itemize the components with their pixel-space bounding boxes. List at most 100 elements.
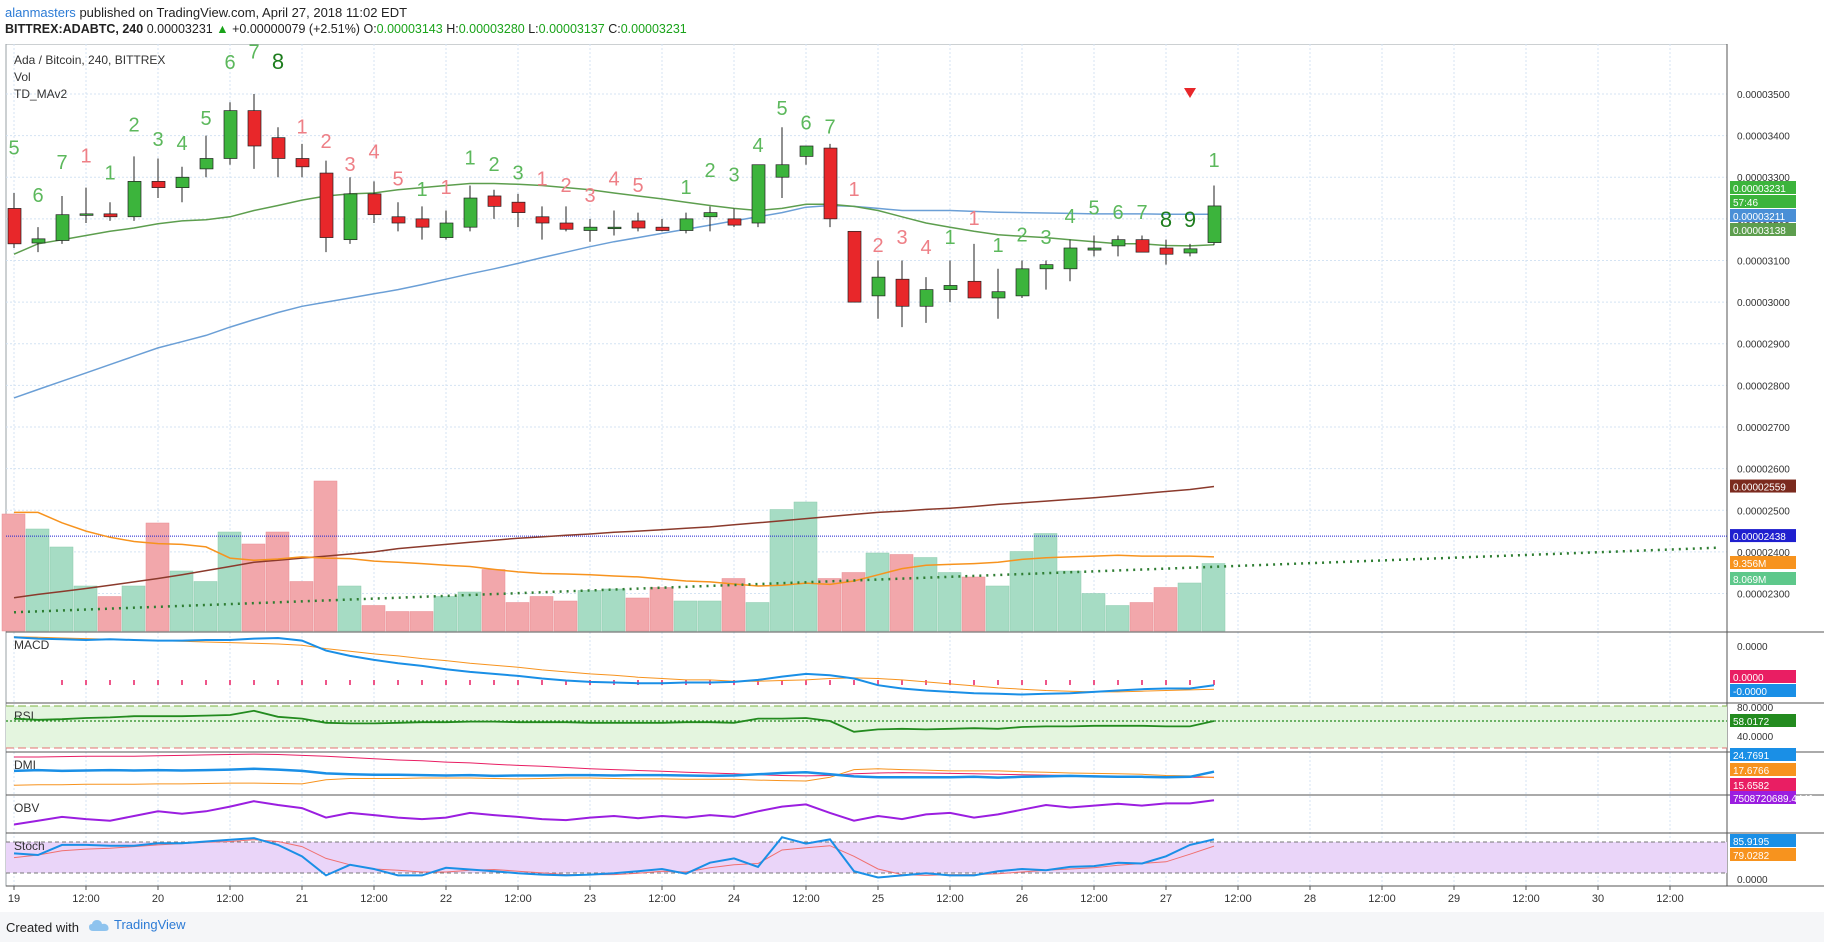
dmi-tag: 24.7691 <box>1733 751 1770 762</box>
td-count-label: 3 <box>152 129 163 151</box>
td-count-label: 1 <box>80 146 91 168</box>
macd-axis-label: 0.0000 <box>1737 642 1768 653</box>
td-count-label: 7 <box>248 44 259 64</box>
price-change: +0.00000079 (+2.51%) <box>232 22 360 36</box>
x-tick-label: 29 <box>1448 893 1460 905</box>
candle-body <box>871 276 886 297</box>
volume-bar <box>457 591 482 632</box>
low-value: 0.00003137 <box>538 22 605 36</box>
volume-bar <box>793 501 818 632</box>
td-count-label: 1 <box>944 227 955 249</box>
author-link[interactable]: alanmasters <box>5 5 76 20</box>
price-tag: 57:46 <box>1733 198 1758 209</box>
candle-body <box>79 213 94 216</box>
dmi-tag: 15.6582 <box>1733 781 1770 792</box>
price-tag: 0.00003138 <box>1733 226 1786 237</box>
y-tick-label: 0.00002300 <box>1737 590 1790 601</box>
volume-bar <box>1129 602 1154 632</box>
rsi-tag: 58.0172 <box>1733 717 1770 728</box>
pane-label: RSI <box>14 709 34 723</box>
symbol-label: BITTREX:ADABTC, 240 <box>5 22 144 36</box>
dmi-tag-bg <box>1730 763 1796 776</box>
low-label: L: <box>528 22 539 36</box>
high-value: 0.00003280 <box>458 22 525 36</box>
x-tick-label: 12:00 <box>1224 893 1252 905</box>
volume-bar <box>1201 563 1226 632</box>
stoch-tag: 85.9195 <box>1733 837 1770 848</box>
candle-body <box>1111 239 1126 247</box>
volume-bar <box>193 581 218 632</box>
candle-body <box>727 218 742 226</box>
candle-body <box>487 195 502 207</box>
high-label: H: <box>446 22 459 36</box>
x-tick-label: 12:00 <box>1656 893 1684 905</box>
tradingview-cloud-icon <box>89 919 109 931</box>
price-tag-bg <box>1730 195 1796 208</box>
x-tick-label: 20 <box>152 893 164 905</box>
volume-bar <box>601 588 626 632</box>
x-tick-label: 12:00 <box>72 893 100 905</box>
rsi-level-label: 80.0000 <box>1737 703 1774 714</box>
candle-body <box>391 216 406 224</box>
candle-body <box>607 226 622 230</box>
x-tick-label: 12:00 <box>1080 893 1108 905</box>
volume-bar <box>1081 593 1106 632</box>
td-count-label: 2 <box>704 160 715 182</box>
tradingview-link[interactable]: TradingView <box>88 917 186 932</box>
x-tick-label: 22 <box>440 893 452 905</box>
x-tick-label: 19 <box>8 893 20 905</box>
obv-tag-bg <box>1730 791 1796 804</box>
candle-body <box>583 226 598 231</box>
volume-bar <box>649 587 674 632</box>
y-tick-label: 0.00002900 <box>1737 340 1790 351</box>
rsi-band <box>6 706 1727 748</box>
x-tick-label: 12:00 <box>648 893 676 905</box>
chart-canvas[interactable]: 0.00003500 0.00003400 0.00003300 0.0000 3 20 0… <box>0 44 1824 912</box>
volume-bar <box>769 509 794 632</box>
td-count-label: 5 <box>392 169 403 191</box>
candle-body <box>55 214 70 241</box>
macd-tag: 0.0000 <box>1733 673 1764 684</box>
x-tick-label: 25 <box>872 893 884 905</box>
stoch-band <box>6 842 1727 873</box>
td-count-label: 8 <box>272 49 284 74</box>
x-tick-label: 12:00 <box>792 893 820 905</box>
candle-body <box>1135 239 1150 253</box>
td-count-label: 2 <box>320 131 331 153</box>
rsi-level-label: 40.0000 <box>1737 732 1774 743</box>
candle-body <box>247 110 262 147</box>
volume-bar <box>1009 551 1034 632</box>
td-count-label: 4 <box>368 141 379 163</box>
volume-bar <box>913 557 938 632</box>
candle-body <box>223 110 238 159</box>
td-count-label: 6 <box>1112 202 1123 224</box>
open-label: O: <box>363 22 377 36</box>
td-count-label: 1 <box>296 117 307 139</box>
td-count-label: 1 <box>440 177 451 199</box>
td-count-label: 7 <box>56 152 67 174</box>
publish-line: alanmasters published on TradingView.com… <box>5 5 407 20</box>
dmi-tag-bg <box>1730 778 1796 791</box>
candle-body <box>151 181 166 188</box>
price-tag-bg <box>1730 529 1796 543</box>
stoch-axis-label: 0.0000 <box>1737 875 1768 886</box>
volume-bar <box>553 600 578 632</box>
candle-body <box>31 238 46 244</box>
candle-body <box>559 222 574 230</box>
td-count-label: 9 <box>1184 207 1196 232</box>
candle-body <box>175 176 190 188</box>
candle-body <box>7 208 22 245</box>
ohlc-line: BITTREX:ADABTC, 240 0.00003231 ▲ +0.0000… <box>5 22 687 36</box>
td-count-label: 1 <box>968 208 979 230</box>
candle-body <box>1183 248 1198 254</box>
x-tick-label: 12:00 <box>216 893 244 905</box>
td-count-label: 3 <box>512 162 523 184</box>
candle-body <box>847 230 862 303</box>
last-price: 0.00003231 <box>146 22 213 36</box>
y-tick-label: 0.00002500 <box>1737 506 1790 517</box>
stoch-k-line <box>13 836 1215 879</box>
td-count-label: 4 <box>608 169 619 191</box>
candle-body <box>631 220 646 229</box>
x-tick-label: 28 <box>1304 893 1316 905</box>
obv-tag: 7508720689.4449 <box>1733 794 1814 805</box>
